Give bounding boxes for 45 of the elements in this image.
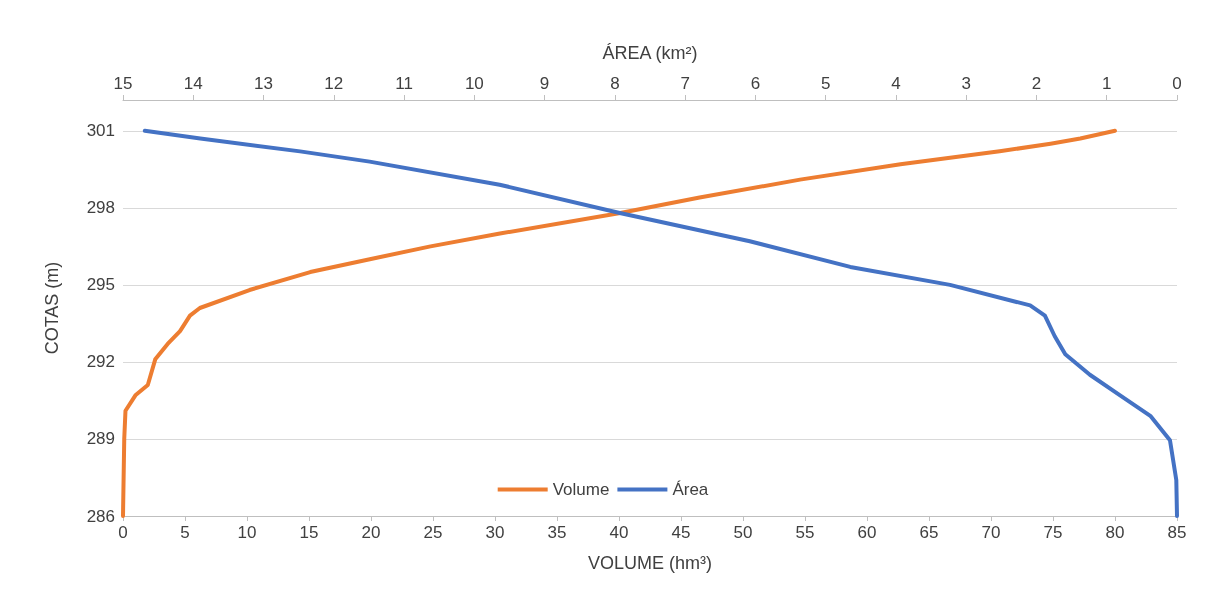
x2-tick-label: 11 xyxy=(395,74,413,93)
x-tick-label: 5 xyxy=(180,523,190,542)
x-tick-label: 75 xyxy=(1043,523,1063,542)
x-tick-label: 10 xyxy=(237,523,257,542)
x-tick-label: 45 xyxy=(671,523,691,542)
x-tick-label: 70 xyxy=(981,523,1001,542)
x2-axis-title: ÁREA (km²) xyxy=(602,43,698,63)
y-tick-label: 289 xyxy=(86,429,115,449)
x-tick-label: 60 xyxy=(857,523,877,542)
x2-tick-label: 14 xyxy=(183,74,203,93)
x-tick-label: 65 xyxy=(919,523,939,542)
legend-label: Área xyxy=(672,480,709,499)
x2-tick-label: 10 xyxy=(464,74,484,93)
x-tick-label: 30 xyxy=(485,523,505,542)
x2-tick-label: 0 xyxy=(1172,74,1182,93)
x-tick-label: 40 xyxy=(609,523,629,542)
x2-tick-label: 4 xyxy=(891,74,901,93)
x-tick-label: 80 xyxy=(1105,523,1125,542)
x-tick-label: 85 xyxy=(1167,523,1187,542)
x2-tick-label: 8 xyxy=(610,74,620,93)
x-tick-label: 0 xyxy=(118,523,128,542)
x-axis-title: VOLUME (hm³) xyxy=(587,553,713,573)
y-tick-label: 292 xyxy=(86,352,115,372)
x-tick-label: 25 xyxy=(423,523,443,542)
x2-tick-label: 12 xyxy=(324,74,344,93)
y-axis-title: COTAS (m) xyxy=(42,261,62,355)
x2-tick-label: 13 xyxy=(254,74,273,93)
x-tick-label: 15 xyxy=(299,523,319,542)
x2-tick-label: 1 xyxy=(1102,74,1112,93)
x2-tick-label: 7 xyxy=(680,74,690,93)
x-tick-label: 50 xyxy=(733,523,753,542)
legend-label: Volume xyxy=(552,480,610,499)
y-tick-label: 295 xyxy=(86,275,115,295)
x-tick-label: 35 xyxy=(547,523,567,542)
x2-tick-label: 15 xyxy=(113,74,133,93)
y-tick-label: 301 xyxy=(86,121,115,141)
x-tick-label: 20 xyxy=(361,523,381,542)
x2-tick-label: 2 xyxy=(1031,74,1042,93)
x2-tick-label: 3 xyxy=(961,74,971,93)
x2-tick-label: 9 xyxy=(539,74,550,93)
x-tick-label: 55 xyxy=(795,523,815,542)
x2-tick-label: 6 xyxy=(750,74,761,93)
y-tick-label: 298 xyxy=(86,198,115,218)
y-tick-label: 286 xyxy=(86,506,115,526)
x2-tick-label: 5 xyxy=(820,74,831,93)
